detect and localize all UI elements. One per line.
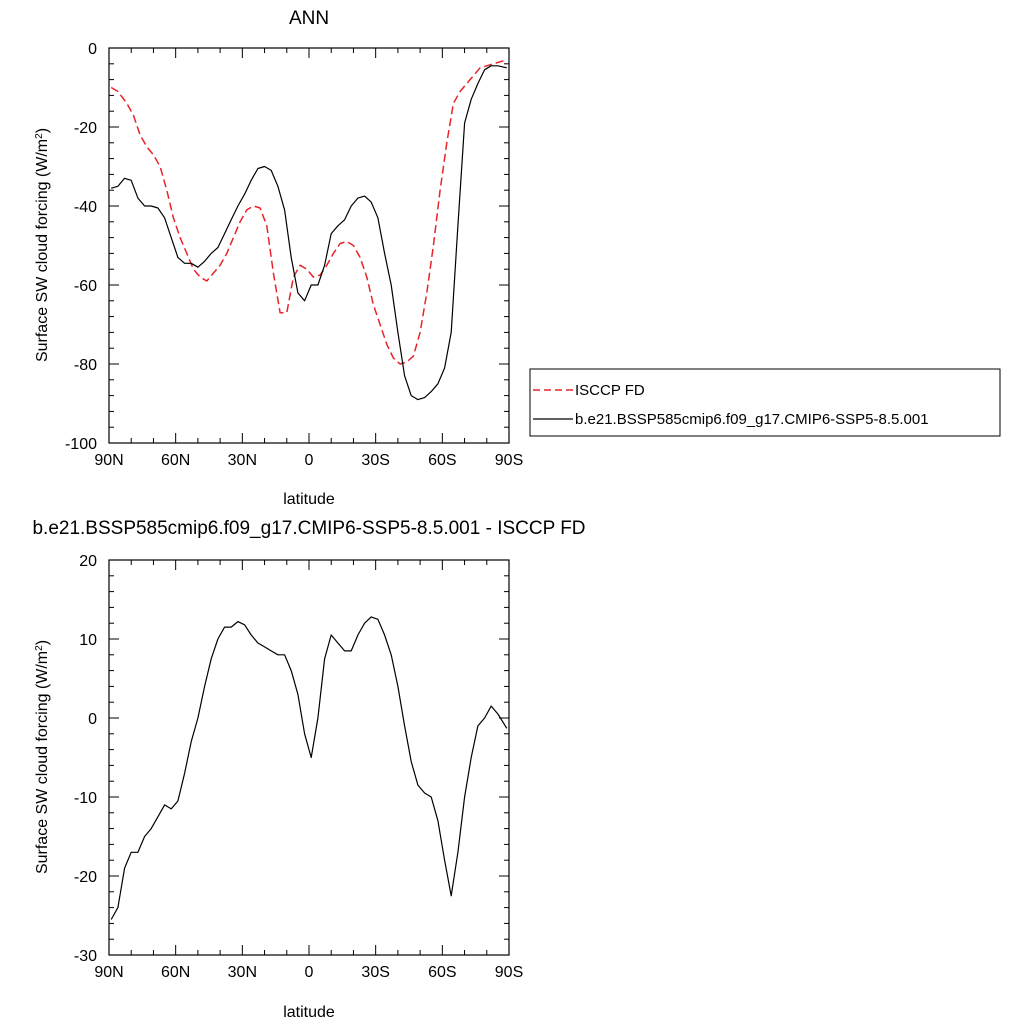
bottom-chart-panel: b.e21.BSSP585cmip6.f09_g17.CMIP6-SSP5-8.… [32, 518, 585, 1021]
legend: ISCCP FD b.e21.BSSP585cmip6.f09_g17.CMIP… [529, 368, 1001, 437]
top-chart-title: ANN [289, 8, 329, 29]
legend-box [529, 368, 1001, 437]
bottom-x-tick-label: 60N [161, 964, 190, 981]
bottom-chart-title: b.e21.BSSP585cmip6.f09_g17.CMIP6-SSP5-8.… [32, 518, 585, 539]
bottom-y-tick-label: -30 [74, 948, 97, 965]
bottom-series-line-model [110, 616, 508, 920]
top-y-tick-label: -20 [74, 120, 97, 137]
bottom-y-tick-label: 20 [79, 553, 97, 570]
top-y-tick-label: -100 [65, 436, 97, 453]
bottom-chart-x-axis-label: latitude [283, 1004, 335, 1021]
legend-label-isccp: ISCCP FD [575, 382, 645, 399]
bottom-y-tick-label: -10 [74, 790, 97, 807]
bottom-chart-series [110, 616, 508, 920]
bottom-x-tick-label: 0 [305, 964, 314, 981]
top-series-line-model [111, 65, 507, 401]
bottom-x-tick-label: 60S [428, 964, 456, 981]
top-y-tick-label: -80 [74, 357, 97, 374]
top-x-tick-label: 0 [305, 452, 314, 469]
top-x-tick-label: 30N [228, 452, 257, 469]
top-x-tick-label: 90S [495, 452, 523, 469]
bottom-chart-ticks: 90N 60N 30N 0 30S 60S 90S 20 10 0 -10 -20 -30 [74, 553, 523, 981]
top-x-tick-label: 60N [161, 452, 190, 469]
top-x-tick-label: 60S [428, 452, 456, 469]
bottom-chart-plot-area [108, 559, 510, 956]
legend-label-model: b.e21.BSSP585cmip6.f09_g17.CMIP6-SSP5-8.… [575, 411, 929, 428]
bottom-chart-y-axis-label: Surface SW cloud forcing (W/m2) [34, 640, 52, 874]
top-y-tick-label: -40 [74, 199, 97, 216]
top-chart-ticks: 90N 60N 30N 0 30S 60S 90S 0 -20 -40 -60 -80 -100 [65, 41, 523, 469]
top-chart-plot-area [108, 47, 510, 444]
top-chart-y-axis-label: Surface SW cloud forcing (W/m2) [34, 128, 52, 362]
bottom-x-tick-label: 30N [228, 964, 257, 981]
top-chart-x-axis-label: latitude [283, 491, 335, 508]
bottom-x-tick-label: 90N [94, 964, 123, 981]
bottom-x-tick-label: 30S [361, 964, 389, 981]
top-x-tick-label: 30S [361, 452, 389, 469]
top-chart-series [110, 59, 508, 401]
bottom-y-tick-label: 0 [88, 711, 97, 728]
top-chart-panel: ANN 90N 60N 30N 0 30S 60S 90S 0 -20 -40 -60 -80 -100… [34, 8, 1001, 508]
top-y-tick-label: 0 [88, 41, 97, 58]
top-y-tick-label: -60 [74, 278, 97, 295]
bottom-y-tick-label: -20 [74, 869, 97, 886]
top-x-tick-label: 90N [94, 452, 123, 469]
top-series-line-isccp [110, 59, 508, 365]
bottom-y-tick-label: 10 [79, 632, 97, 649]
bottom-x-tick-label: 90S [495, 964, 523, 981]
